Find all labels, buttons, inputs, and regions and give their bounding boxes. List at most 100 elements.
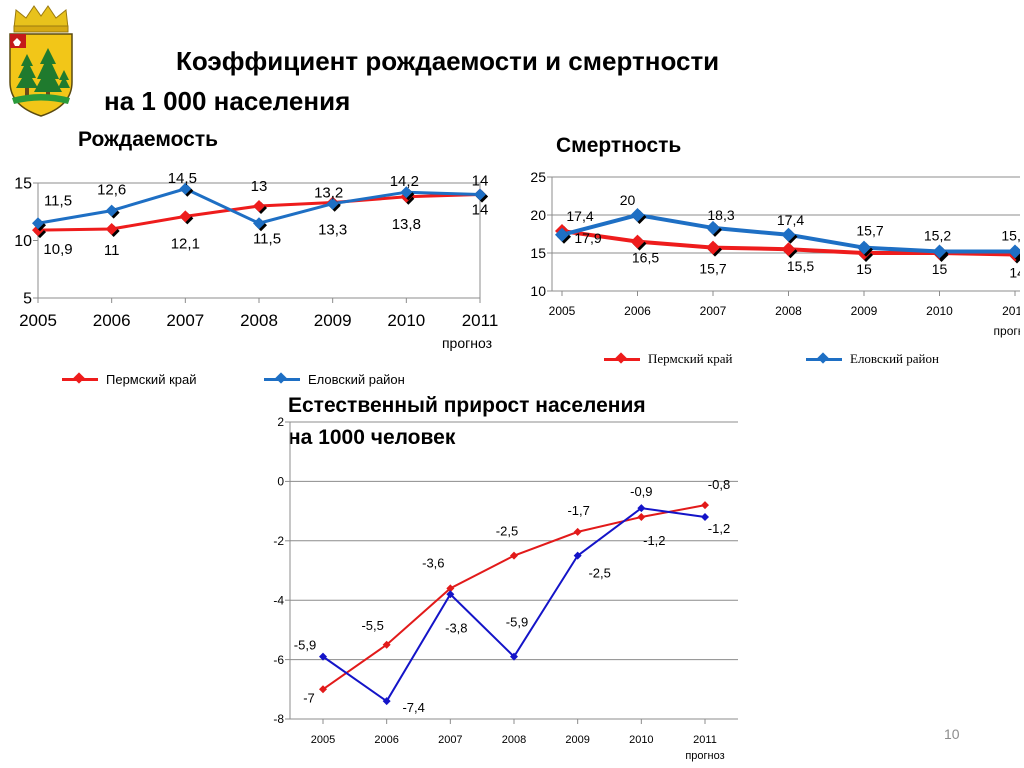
birth-chart-title: Рождаемость (78, 128, 219, 151)
data-label: 18,3 (707, 207, 734, 223)
data-point (474, 188, 486, 201)
x-tick-label: 2008 (775, 304, 802, 318)
data-label: 17,4 (777, 212, 804, 228)
legend-label-perm: Пермский край (648, 351, 733, 366)
x-tick-label: 2010 (926, 304, 953, 318)
data-label: -3,8 (445, 620, 467, 635)
data-point (637, 504, 646, 513)
data-label: 14,8 (1009, 265, 1020, 281)
data-label: 15 (932, 261, 948, 277)
y-tick-label: 15 (14, 176, 32, 193)
y-tick-label: -4 (273, 593, 284, 607)
y-tick-label: 25 (530, 169, 546, 185)
data-label: 12,1 (171, 235, 200, 252)
data-label: -2,5 (588, 566, 610, 581)
data-label: 16,5 (632, 250, 659, 266)
x-tick-label: 2006 (374, 734, 398, 746)
death-chart-title: Смертность (556, 134, 682, 157)
data-label: 11,5 (253, 230, 281, 247)
x-tick-label: 2005 (19, 311, 57, 330)
data-label: 15,2 (1001, 227, 1020, 243)
data-point (253, 217, 265, 230)
data-label: 11 (104, 242, 120, 259)
data-point (253, 200, 265, 212)
data-label: -1,2 (643, 533, 665, 548)
x-tick-label: 2009 (314, 311, 352, 330)
data-point (630, 234, 645, 249)
data-point (573, 527, 582, 536)
x-tick-label: 2010 (387, 311, 425, 330)
data-label: 15,5 (787, 258, 814, 274)
data-point (857, 240, 871, 255)
data-label: 14,2 (390, 173, 419, 190)
y-tick-label: 10 (530, 283, 546, 299)
x-tick-note: прогноз (685, 750, 724, 762)
data-point (555, 227, 569, 242)
data-point (510, 652, 518, 661)
x-tick-label: 2008 (502, 734, 526, 746)
birth-rate-chart: 5 10 15 2005 2006 2007 2008 2009 2010 2011 прогноз… (14, 170, 499, 351)
y-tick-label: 5 (23, 291, 32, 308)
data-label: 12,6 (97, 182, 126, 199)
x-tick-label: 2011 (462, 311, 499, 330)
data-point (701, 501, 709, 510)
data-label: 14 (472, 173, 489, 190)
natural-growth-chart: -8 -6 -4 -2 0 2 2005 2006 2007 2008 2009 2010 2011 пр… (273, 415, 738, 762)
data-point (573, 551, 582, 560)
legend-label-elovo: Еловский район (850, 351, 939, 366)
growth-chart-title-line2: на 1000 человек (288, 426, 456, 449)
data-label: -0,8 (708, 477, 730, 492)
data-label: 14,5 (168, 170, 197, 187)
data-point (319, 685, 327, 694)
data-label: 15,7 (856, 223, 883, 239)
data-point (510, 551, 518, 560)
data-point (630, 208, 645, 222)
data-point (32, 224, 44, 237)
data-point (105, 204, 118, 217)
x-tick-label: 2011 (1002, 304, 1020, 318)
data-point (701, 513, 709, 522)
x-tick-note: прогноз (994, 324, 1020, 338)
data-label: -0,9 (630, 484, 652, 499)
data-point (446, 590, 455, 599)
data-point (1008, 244, 1020, 259)
x-tick-label: 2007 (166, 311, 204, 330)
data-point (932, 244, 947, 259)
slide-title-line2: на 1 000 населения (104, 86, 351, 116)
x-tick-label: 2007 (700, 304, 727, 318)
legend-label-elovo: Еловский район (308, 372, 405, 387)
x-tick-note: прогноз (442, 335, 492, 351)
birth-legend-elovo: Еловский район (264, 372, 405, 387)
data-point (706, 240, 720, 255)
death-legend-perm: Пермский край (604, 351, 732, 367)
data-label: -7 (303, 690, 315, 705)
y-tick-label: 0 (277, 475, 284, 489)
y-tick-label: -8 (273, 712, 284, 726)
data-point (105, 223, 118, 235)
data-label: 20 (620, 192, 636, 208)
data-label: -3,6 (422, 555, 444, 570)
data-label: 15 (856, 261, 872, 277)
data-label: -1,7 (567, 503, 589, 518)
data-point (400, 186, 413, 199)
data-label: -7,4 (402, 700, 424, 715)
x-tick-label: 2011 (693, 734, 717, 746)
data-label: 14 (472, 202, 489, 219)
data-label: 15,2 (924, 227, 951, 243)
growth-chart-title: Естественный прирост населения (288, 394, 646, 417)
data-point (781, 242, 796, 257)
legend-swatch-elovo (806, 357, 842, 361)
data-point (179, 210, 192, 223)
data-point (382, 697, 391, 706)
legend-swatch-perm (62, 378, 98, 381)
x-tick-label: 2009 (851, 304, 878, 318)
x-tick-label: 2009 (565, 734, 589, 746)
data-label: -5,5 (361, 618, 383, 633)
y-tick-label: -2 (273, 534, 284, 548)
x-tick-label: 2005 (549, 304, 576, 318)
data-label: 13 (251, 178, 268, 195)
data-label: 17,9 (574, 230, 601, 246)
data-point (781, 227, 796, 242)
data-label: 13,3 (318, 222, 347, 239)
x-tick-label: 2005 (311, 734, 335, 746)
